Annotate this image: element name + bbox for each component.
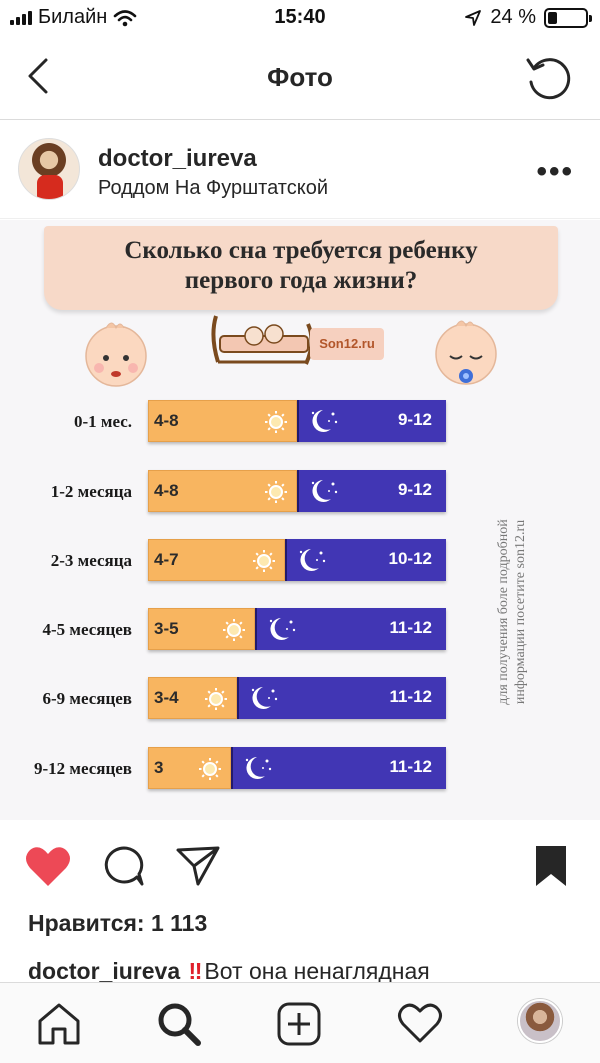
sun-icon — [199, 758, 221, 780]
day-sleep-hours: 4-8 — [154, 411, 179, 430]
wifi-icon — [114, 9, 137, 26]
avatar[interactable] — [18, 138, 80, 200]
status-bar: Билайн 15:40 24 % — [0, 0, 600, 36]
day-sleep-segment: 3-5 — [148, 608, 255, 650]
moon-icon — [269, 618, 296, 640]
day-sleep-segment: 3-4 — [148, 677, 237, 719]
day-sleep-hours: 3-5 — [154, 619, 179, 638]
chevron-left-icon[interactable] — [22, 56, 58, 96]
nav-header: Фото — [0, 36, 600, 120]
row-label: 6-9 месяцев — [42, 689, 132, 708]
bookmark-icon[interactable] — [532, 844, 570, 888]
double-exclamation-emoji: ‼ — [188, 958, 203, 984]
night-sleep-hours: 11-12 — [389, 757, 432, 776]
page-title: Фото — [267, 62, 333, 92]
night-sleep-segment: 11-12 — [231, 747, 446, 789]
night-sleep-hours: 10-12 — [388, 549, 432, 568]
battery-percent: 24 % — [490, 6, 536, 28]
battery-info: 24 % — [464, 6, 592, 29]
battery-level — [548, 11, 557, 24]
sleep-bar: 4-8 9-12 — [148, 400, 446, 442]
moon-icon — [299, 549, 326, 571]
day-sleep-hours: 4-8 — [154, 481, 179, 500]
night-sleep-hours: 9-12 — [397, 480, 432, 499]
sleeping-baby-icon — [435, 320, 497, 385]
clock: 15:40 — [274, 6, 326, 28]
night-sleep-hours: 9-12 — [397, 410, 432, 429]
sun-icon — [223, 619, 245, 641]
caption: doctor_iureva ‼Вот она ненаглядная — [28, 958, 430, 985]
heart-icon[interactable] — [24, 844, 72, 888]
son12-logo: Son12.ru — [310, 328, 384, 360]
post-image[interactable]: Сколько сна требуется ребенку первого го… — [0, 220, 600, 820]
night-sleep-segment: 11-12 — [255, 608, 446, 650]
tab-bar — [0, 982, 600, 1063]
night-sleep-segment: 9-12 — [297, 470, 446, 512]
sun-icon — [265, 411, 287, 433]
post-username[interactable]: doctor_iureva — [98, 145, 257, 172]
row-label: 9-12 месяцев — [33, 759, 132, 778]
likes-count[interactable]: Нравится: 1 113 — [28, 910, 208, 936]
day-sleep-hours: 3-4 — [154, 688, 179, 707]
infographic-title: Сколько сна требуется ребенку первого го… — [124, 237, 478, 294]
night-sleep-segment: 9-12 — [297, 400, 446, 442]
sleep-bar: 4-8 9-12 — [148, 470, 446, 512]
sleep-bar: 3-5 11-12 — [148, 608, 446, 650]
row-label: 1-2 месяца — [50, 482, 132, 501]
night-sleep-segment: 10-12 — [285, 539, 446, 581]
post-header: doctor_iureva Роддом На Фурштатской ••• — [0, 121, 600, 219]
battery-icon — [544, 7, 592, 28]
side-note: для получения боле подробной информации … — [496, 519, 528, 705]
bed-icon — [211, 315, 314, 365]
banner — [44, 226, 558, 310]
night-sleep-hours: 11-12 — [389, 618, 432, 637]
moon-icon — [251, 687, 278, 709]
refresh-icon[interactable] — [524, 54, 574, 102]
day-sleep-segment: 4-7 — [148, 539, 285, 581]
night-sleep-segment: 11-12 — [237, 677, 446, 719]
awake-baby-icon — [85, 322, 147, 387]
sleep-bar: 4-7 10-12 — [148, 539, 446, 581]
day-sleep-hours: 3 — [154, 758, 164, 777]
profile-avatar[interactable] — [518, 999, 562, 1043]
row-label: 4-5 месяцев — [42, 620, 132, 639]
signal-icon — [10, 10, 32, 25]
plus-square-icon[interactable] — [276, 1001, 322, 1047]
location-arrow-icon — [465, 9, 482, 26]
day-sleep-segment: 4-8 — [148, 400, 297, 442]
sun-icon — [253, 550, 275, 572]
send-icon[interactable] — [174, 844, 222, 888]
search-icon[interactable] — [156, 1001, 202, 1047]
night-sleep-hours: 11-12 — [389, 687, 432, 706]
sun-icon — [265, 481, 287, 503]
home-icon[interactable] — [36, 1001, 82, 1045]
post-location[interactable]: Роддом На Фурштатской — [98, 177, 329, 199]
comment-icon[interactable] — [102, 844, 146, 888]
caption-text: Вот она ненаглядная — [204, 958, 430, 984]
carrier-info: Билайн — [10, 6, 137, 29]
carrier-name: Билайн — [38, 6, 108, 28]
sun-icon — [205, 688, 227, 710]
day-sleep-segment: 4-8 — [148, 470, 297, 512]
post-actions — [0, 822, 600, 910]
moon-icon — [311, 410, 338, 432]
row-label: 0-1 мес. — [73, 412, 132, 431]
day-sleep-hours: 4-7 — [154, 550, 179, 569]
more-dots-icon[interactable]: ••• — [536, 155, 574, 188]
row-label: 2-3 месяца — [50, 551, 132, 570]
heart-outline-icon[interactable] — [396, 1001, 444, 1045]
sleep-bar: 3 11-12 — [148, 747, 446, 789]
day-sleep-segment: 3 — [148, 747, 231, 789]
sleep-bar: 3-4 11-12 — [148, 677, 446, 719]
moon-icon — [245, 757, 272, 779]
moon-icon — [311, 480, 338, 502]
caption-username[interactable]: doctor_iureva — [28, 958, 181, 984]
